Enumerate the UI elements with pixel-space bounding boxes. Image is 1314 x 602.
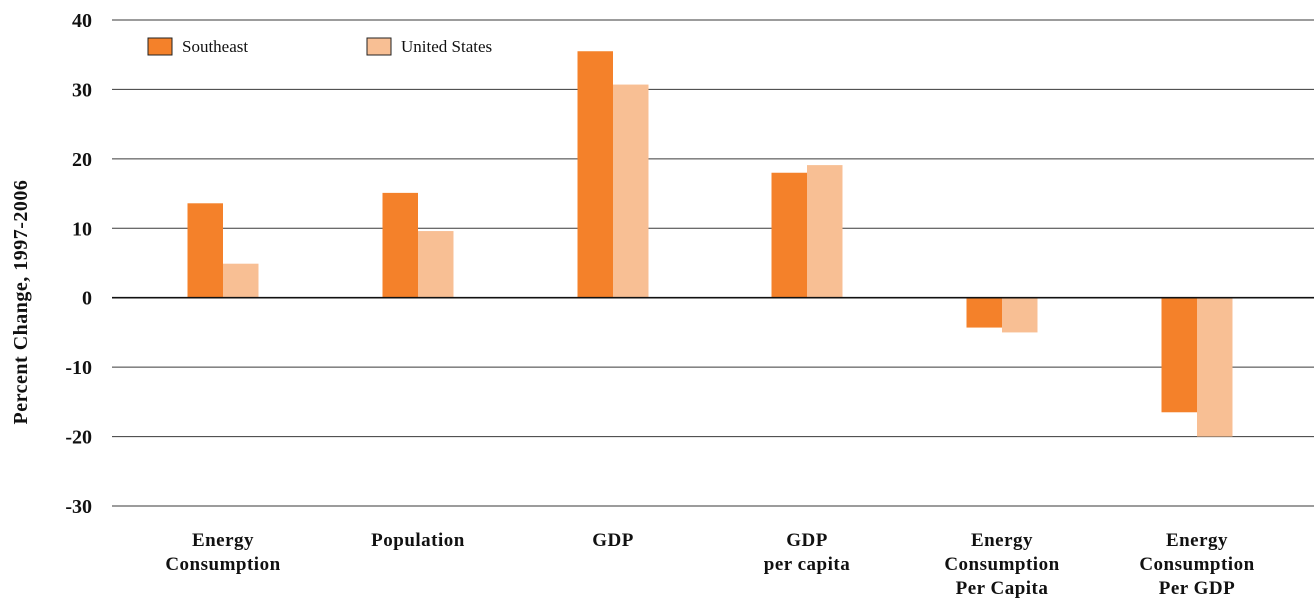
x-category-label-line: Per GDP <box>1159 578 1236 599</box>
x-category-label: GDP <box>592 530 634 551</box>
gridlines <box>112 19 1314 507</box>
legend-label: Southeast <box>182 37 248 56</box>
bar-southeast <box>771 172 807 298</box>
y-tick-label: 30 <box>72 79 92 101</box>
bar-southeast <box>966 297 1002 328</box>
y-tick-label: 10 <box>72 218 92 240</box>
x-category-label-line: Consumption <box>944 554 1059 575</box>
y-tick-label: 20 <box>72 149 92 171</box>
x-category-label-line: GDP <box>592 530 634 551</box>
x-category-label: Energy Consumption Per GDP <box>1139 530 1254 599</box>
x-category-label: Population <box>371 530 465 551</box>
x-category-label-line: Consumption <box>1139 554 1254 575</box>
bar-united-states <box>613 84 649 298</box>
bar-united-states <box>807 165 843 298</box>
legend-swatch <box>366 37 392 56</box>
x-category-label: GDP per capita <box>764 530 850 575</box>
y-tick-label: -10 <box>65 357 92 379</box>
bar-united-states <box>1197 297 1233 437</box>
x-category-label-line: Per Capita <box>956 578 1049 599</box>
legend-item: United States <box>366 37 492 56</box>
x-category-label: Energy Consumption Per Capita <box>944 530 1059 599</box>
bar-united-states <box>1002 297 1038 333</box>
y-axis-ticks: 40 30 20 10 0 -10 -20 -30 <box>65 10 92 518</box>
x-category-label-line: GDP <box>786 530 828 551</box>
legend: Southeast United States <box>147 37 492 56</box>
y-tick-label: -20 <box>65 427 92 449</box>
bars <box>187 51 1233 437</box>
x-category-label-line: Consumption <box>165 554 280 575</box>
legend-item: Southeast <box>147 37 248 56</box>
bar-united-states <box>223 263 259 298</box>
y-tick-label: 0 <box>82 288 92 310</box>
bar-southeast <box>382 192 418 298</box>
x-category-label-line: Population <box>371 530 465 551</box>
bar-united-states <box>418 231 454 298</box>
bar-southeast <box>187 203 223 298</box>
x-category-label-line: Energy <box>1166 530 1228 551</box>
x-category-label-line: Energy <box>971 530 1033 551</box>
category-labels: Energy Consumption Population GDP GDP per cap… <box>165 530 1254 599</box>
x-category-label-line: per capita <box>764 554 850 575</box>
legend-label: United States <box>401 37 492 56</box>
legend-swatch <box>147 37 173 56</box>
y-tick-label: 40 <box>72 10 92 32</box>
y-tick-label: -30 <box>65 496 92 518</box>
x-category-label-line: Energy <box>192 530 254 551</box>
x-category-label: Energy Consumption <box>165 530 280 575</box>
bar-southeast <box>1161 297 1197 413</box>
y-axis-label: Percent Change, 1997-2006 <box>10 180 32 425</box>
bar-southeast <box>577 51 613 298</box>
